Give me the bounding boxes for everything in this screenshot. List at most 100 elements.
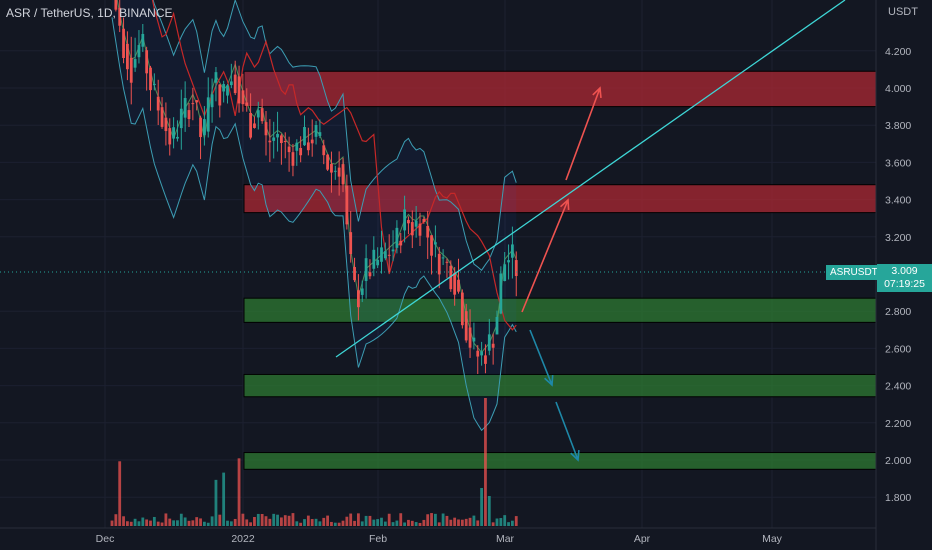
- x-tick-label: Feb: [369, 533, 387, 545]
- x-tick-label: 2022: [231, 533, 255, 545]
- candle-body: [383, 251, 387, 259]
- volume-bar: [110, 520, 114, 526]
- candle-body: [291, 152, 295, 166]
- candle-body: [241, 90, 245, 105]
- volume-bar: [129, 521, 133, 526]
- y-tick-label: 2.200: [885, 418, 911, 430]
- candle-body: [434, 242, 437, 245]
- volume-bar: [376, 519, 380, 526]
- candle-body: [437, 253, 441, 275]
- candle-body: [214, 72, 218, 83]
- bollinger-bands: [111, 0, 517, 432]
- candle-body: [480, 351, 483, 356]
- y-tick-label: 3.400: [885, 195, 911, 207]
- up-arrow-2: [565, 87, 601, 181]
- candle-body: [122, 28, 125, 59]
- volume-bar: [122, 516, 125, 526]
- x-tick-label: May: [762, 533, 783, 545]
- candle-body: [507, 260, 510, 263]
- support-zone: [243, 452, 877, 470]
- candle-body: [360, 288, 364, 295]
- candle-body: [387, 254, 391, 256]
- volume-bar: [237, 458, 241, 526]
- candle-body: [511, 244, 514, 258]
- candle-body: [179, 108, 183, 129]
- candle-body: [303, 127, 306, 146]
- candle-body: [395, 227, 399, 248]
- candle-body: [322, 145, 326, 156]
- candle-body: [341, 164, 345, 185]
- volume-bar: [364, 515, 368, 526]
- candle-body: [422, 218, 426, 222]
- volume-bar: [380, 517, 383, 526]
- candle-body: [472, 337, 476, 342]
- candle-body: [460, 292, 464, 326]
- candle-body: [137, 45, 141, 58]
- volume-bar: [457, 519, 460, 526]
- candle-body: [187, 110, 191, 120]
- volume-bar: [303, 519, 306, 526]
- candle-body: [418, 223, 422, 236]
- x-tick-label: Dec: [96, 533, 115, 545]
- candle-body: [310, 139, 314, 144]
- candle-body: [191, 103, 195, 105]
- candle-body: [276, 133, 279, 138]
- bollinger-fill: [112, 0, 517, 431]
- candle-body: [426, 225, 430, 238]
- volume-bar: [145, 519, 149, 526]
- volume-bar: [314, 518, 318, 526]
- y-tick-label: 4.000: [885, 83, 911, 95]
- volume-bar: [256, 513, 260, 526]
- volume-bar: [337, 522, 341, 526]
- volume-bar: [149, 520, 152, 526]
- down-arrow-2-head: [570, 449, 580, 462]
- candle-body: [206, 97, 210, 132]
- volume-bar: [160, 522, 164, 526]
- last-price: 3.009: [891, 265, 918, 277]
- volume-bar: [349, 513, 353, 526]
- candle-body: [476, 350, 480, 357]
- volume-bar: [133, 518, 137, 526]
- candle-body: [183, 98, 187, 118]
- candle-body: [280, 135, 283, 144]
- volume-bar: [511, 520, 514, 526]
- volume-bar: [137, 521, 141, 526]
- down-arrow-2: [555, 401, 579, 461]
- chart-title: ASR / TetherUS, 1D, BINANCE: [6, 6, 173, 20]
- x-tick-label: Apr: [634, 533, 651, 545]
- candle-body: [164, 117, 168, 132]
- candle-body: [503, 264, 507, 281]
- volume-bar: [179, 513, 183, 526]
- volume-bar: [218, 514, 222, 526]
- candle-body: [256, 110, 260, 118]
- candle-body: [333, 170, 337, 172]
- candle-body: [314, 124, 318, 137]
- candle-body: [337, 167, 341, 177]
- volume-bar: [345, 516, 349, 526]
- volume-bar: [391, 522, 395, 526]
- up-arrow-1: [521, 199, 569, 313]
- y-tick-label: 3.200: [885, 232, 911, 244]
- volume-bar: [464, 518, 468, 526]
- volume-bar: [357, 513, 360, 526]
- candle-body: [410, 222, 414, 236]
- candle-body: [176, 136, 179, 139]
- candlesticks: [114, 0, 518, 374]
- volume-bar: [253, 516, 256, 526]
- volume-bar: [476, 520, 480, 526]
- support-zone: [243, 297, 877, 323]
- volume-bar: [430, 513, 433, 526]
- volume-bar: [507, 522, 510, 526]
- candle-body: [237, 76, 241, 104]
- candle-body: [353, 267, 356, 281]
- candle-body: [160, 107, 164, 127]
- volume-bar: [280, 517, 283, 526]
- volume-bar: [434, 513, 437, 526]
- volume-bar: [387, 513, 391, 526]
- candle-body: [487, 334, 491, 351]
- volume-bar: [468, 517, 472, 526]
- candle-body: [149, 67, 152, 91]
- candle-body: [168, 128, 172, 145]
- candle-body: [283, 141, 287, 143]
